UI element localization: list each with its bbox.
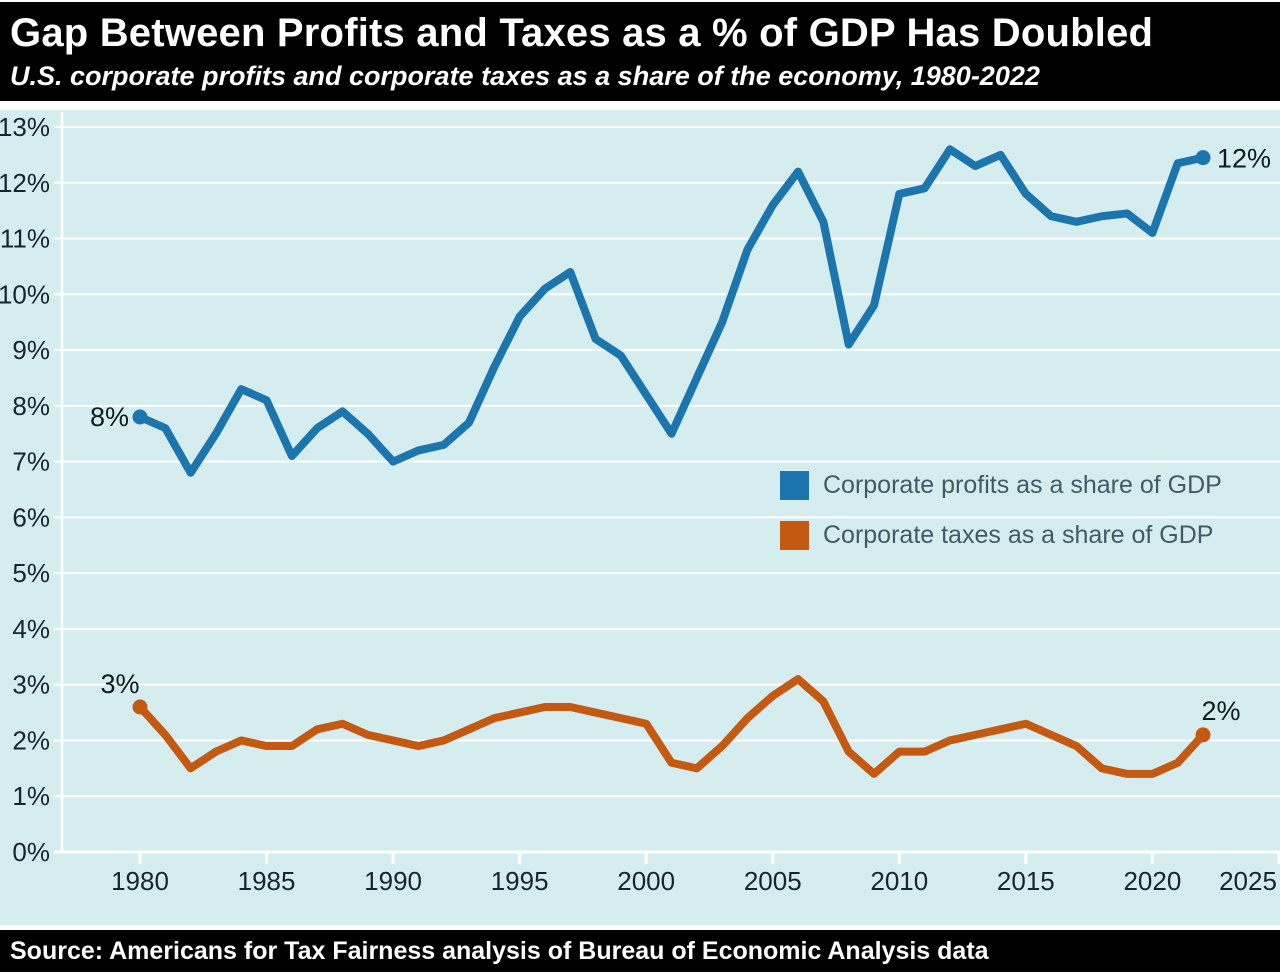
taxes-legend-label: Corporate taxes as a share of GDP bbox=[823, 521, 1214, 549]
y-axis-label: 5% bbox=[12, 558, 50, 588]
x-axis-label: 2025 bbox=[1219, 866, 1277, 896]
x-axis-label: 1985 bbox=[238, 866, 296, 896]
y-axis-label: 6% bbox=[12, 502, 50, 532]
y-axis-label: 0% bbox=[12, 837, 50, 867]
y-axis-label: 11% bbox=[0, 224, 50, 254]
chart-area: 0% 1% 2% 3% 4% 5% 6% 7% 8% 9% 10% 11% 12% 13% 1980 1985… bbox=[0, 110, 1280, 925]
taxes-line bbox=[136, 675, 1208, 778]
y-axis-label: 1% bbox=[12, 781, 50, 811]
x-axis-label: 2020 bbox=[1123, 866, 1181, 896]
point-label: 2% bbox=[1202, 696, 1241, 726]
taxes-endpoint-marker bbox=[132, 699, 148, 715]
profits-legend-swatch bbox=[780, 471, 809, 500]
chart-subtitle: U.S. corporate profits and corporate tax… bbox=[10, 61, 1040, 91]
footer-banner: Source: Americans for Tax Fairness analy… bbox=[0, 930, 1280, 972]
x-axis-label: 1990 bbox=[364, 866, 422, 896]
x-axis-label: 1980 bbox=[111, 866, 169, 896]
taxes-endpoint-marker bbox=[1195, 727, 1211, 743]
y-axis-label: 8% bbox=[12, 391, 50, 421]
x-axis-label: 2005 bbox=[744, 866, 802, 896]
chart-title: Gap Between Profits and Taxes as a % of … bbox=[10, 11, 1154, 55]
legend-item-profits: Corporate profits as a share of GDP bbox=[780, 471, 1222, 500]
profits-endpoint-marker bbox=[1195, 150, 1211, 166]
y-axis-label: 4% bbox=[12, 614, 50, 644]
point-label: 12% bbox=[1217, 144, 1271, 174]
profits-legend-label: Corporate profits as a share of GDP bbox=[823, 471, 1222, 499]
point-label: 3% bbox=[100, 669, 139, 699]
legend-item-taxes: Corporate taxes as a share of GDP bbox=[780, 521, 1222, 550]
point-label: 8% bbox=[90, 402, 129, 432]
y-axis-label: 9% bbox=[12, 335, 50, 365]
y-axis-label: 13% bbox=[0, 112, 50, 142]
x-axis-label: 1995 bbox=[491, 866, 549, 896]
chart-plot: 0% 1% 2% 3% 4% 5% 6% 7% 8% 9% 10% 11% 12% 13% 1980 1985… bbox=[0, 112, 1280, 896]
taxes-legend-swatch bbox=[780, 521, 809, 550]
y-axis-label: 7% bbox=[12, 447, 50, 477]
profits-endpoint-marker bbox=[132, 409, 148, 425]
header-banner: Gap Between Profits and Taxes as a % of … bbox=[0, 2, 1280, 101]
y-axis-label: 2% bbox=[12, 725, 50, 755]
x-axis-label: 2000 bbox=[617, 866, 675, 896]
profits-line bbox=[136, 145, 1208, 477]
x-axis-label: 2015 bbox=[997, 866, 1055, 896]
source-note: Source: Americans for Tax Fairness analy… bbox=[10, 936, 989, 965]
y-axis-label: 3% bbox=[12, 670, 50, 700]
y-axis-label: 10% bbox=[0, 279, 50, 309]
x-axis-label: 2010 bbox=[870, 866, 928, 896]
legend: Corporate profits as a share of GDP Corp… bbox=[780, 471, 1222, 571]
y-axis-label: 12% bbox=[0, 168, 50, 198]
